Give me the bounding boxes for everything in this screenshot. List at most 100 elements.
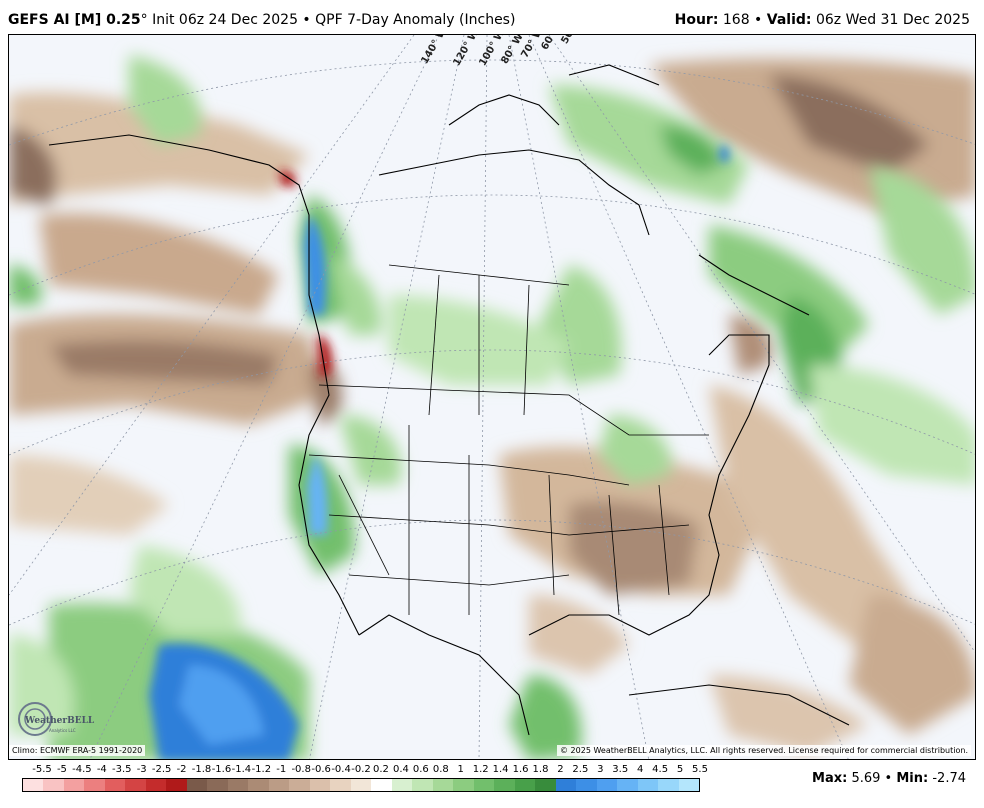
- map-title: GEFS AI [M] 0.25° Init 06z 24 Dec 2025 •…: [8, 12, 515, 28]
- colorbar-tick-label: 1.4: [492, 764, 509, 775]
- colorbar-cell: [84, 779, 105, 791]
- colorbar-tick-label: -1.4: [231, 764, 252, 775]
- colorbar-tick-label: -2: [176, 764, 187, 775]
- colorbar-tick-label: -5: [56, 764, 67, 775]
- colorbar-tick-label: 2.5: [572, 764, 589, 775]
- colorbar-tick-label: 5: [676, 764, 684, 775]
- colorbar-cell: [289, 779, 310, 791]
- product-name: QPF 7-Day Anomaly (Inches): [315, 12, 516, 28]
- colorbar-tick-label: -3: [136, 764, 147, 775]
- colorbar-cell: [268, 779, 290, 791]
- colorbar-cell: [186, 779, 208, 791]
- colorbar-tick-label: 0.2: [373, 764, 389, 775]
- colorbar-cell: [473, 779, 495, 791]
- colorbar-cell: [145, 779, 167, 791]
- colorbar-cell: [678, 779, 699, 791]
- colorbar-cell: [535, 779, 556, 791]
- colorbar-cell: [391, 779, 413, 791]
- colorbar-cell: [658, 779, 679, 791]
- colorbar-cell: [166, 779, 187, 791]
- graticule: [9, 35, 975, 759]
- colorbar-tick-label: 0.4: [392, 764, 409, 775]
- copyright-note: © 2025 WeatherBELL Analytics, LLC. All r…: [557, 745, 971, 756]
- map-header: GEFS AI [M] 0.25° Init 06z 24 Dec 2025 •…: [0, 0, 984, 34]
- colorbar-tick-label: -0.2: [351, 764, 371, 775]
- colorbar-tick-label: -4: [96, 764, 107, 775]
- model-name: GEFS AI [M] 0.25: [8, 12, 141, 28]
- hour-value: 168: [718, 12, 750, 28]
- max-label: Max:: [812, 771, 848, 786]
- colorbar-cell: [309, 779, 331, 791]
- colorbar-tick-label: 1.2: [472, 764, 489, 775]
- colorbar-cell: [514, 779, 536, 791]
- colorbar-tick-label: -4.5: [72, 764, 92, 775]
- colorbar-cell: [23, 779, 44, 791]
- colorbar-tick-label: 2: [557, 764, 564, 775]
- colorbar-tick-label: -1.8: [191, 764, 212, 775]
- colorbar-cell: [125, 779, 146, 791]
- valid-time-info: Hour: 168 • Valid: 06z Wed 31 Dec 2025: [675, 12, 970, 28]
- colorbar-tick-label: -0.8: [291, 764, 311, 775]
- colorbar-cell: [453, 779, 474, 791]
- colorbar-labels: -5.5 -5 -4.5 -4 -3.5 -3 -2.5 -2 -1.8 -1.6 -1.4 -1.2…: [22, 764, 708, 778]
- weatherbell-logo: WeatherBELL Analytics LLC: [15, 699, 95, 739]
- max-min-readout: Max: 5.69 • Min: -2.74: [812, 771, 966, 786]
- colorbar-tick-label: 5.5: [692, 764, 708, 775]
- hour-label: Hour:: [674, 12, 719, 28]
- weatherbell-logo-image: WeatherBELL Analytics LLC: [18, 702, 95, 736]
- colorbar-tick-label: -1.2: [251, 764, 272, 775]
- svg-text:Analytics LLC: Analytics LLC: [49, 728, 76, 733]
- colorbar-cell: [637, 779, 659, 791]
- colorbar-tick-label: -0.4: [331, 764, 351, 775]
- valid-label: Valid:: [766, 12, 812, 28]
- colorbar-tick-label: 4: [636, 764, 644, 775]
- max-min-separator: •: [880, 771, 897, 786]
- colorbar-tick-label: -1.6: [211, 764, 232, 775]
- colorbar-tick-label: 0.6: [412, 764, 429, 775]
- colorbar: [22, 778, 700, 792]
- colorbar-cell: [555, 779, 577, 791]
- colorbar-cell: [432, 779, 454, 791]
- colorbar-cell: [248, 779, 269, 791]
- colorbar-tick-label: 3.5: [612, 764, 629, 775]
- colorbar-tick-label: -1: [276, 764, 287, 775]
- degree-symbol: °: [140, 12, 148, 28]
- valid-separator: •: [749, 12, 767, 28]
- colorbar-tick-label: -2.5: [151, 764, 172, 775]
- valid-value: 06z Wed 31 Dec 2025: [811, 12, 970, 28]
- colorbar-tick-label: 1.8: [532, 764, 549, 775]
- min-value: -2.74: [928, 771, 966, 786]
- colorbar-legend: -5.5 -5 -4.5 -4 -3.5 -3 -2.5 -2 -1.8 -1.6 -1.4 -1.2…: [0, 760, 984, 808]
- colorbar-cell: [63, 779, 85, 791]
- colorbar-cell: [596, 779, 618, 791]
- svg-text:WeatherBELL: WeatherBELL: [24, 716, 95, 726]
- colorbar-cell: [330, 779, 351, 791]
- colorbar-tick-label: 3: [597, 764, 604, 775]
- map-panel: 140° W 120° W 100° W 80° W 70° W 60° W 5…: [8, 34, 976, 760]
- colorbar-cell: [412, 779, 433, 791]
- anomaly-map: [9, 35, 975, 759]
- coastlines: [48, 64, 850, 736]
- political-borders: [308, 264, 709, 616]
- init-time: Init 06z 24 Dec 2025: [147, 12, 298, 28]
- max-value: 5.69: [847, 771, 881, 786]
- colorbar-tick-label: 1: [457, 764, 464, 775]
- min-label: Min:: [896, 771, 929, 786]
- colorbar-tick-label: -0.6: [311, 764, 331, 775]
- colorbar-tick-label: -5.5: [32, 764, 52, 775]
- colorbar-cell: [43, 779, 64, 791]
- climo-note: Climo: ECMWF ERA-5 1991-2020: [9, 745, 146, 756]
- colorbar-cell: [350, 779, 372, 791]
- colorbar-tick-label: 4.5: [652, 764, 669, 775]
- colorbar-cell: [104, 779, 126, 791]
- colorbar-tick-label: 0.8: [432, 764, 449, 775]
- colorbar-tick-label: -3.5: [111, 764, 132, 775]
- title-separator: •: [297, 12, 316, 28]
- colorbar-tick-label: 1.6: [512, 764, 529, 775]
- colorbar-cell: [207, 779, 228, 791]
- colorbar-cell: [371, 779, 392, 791]
- colorbar-cell: [576, 779, 597, 791]
- colorbar-cell: [617, 779, 638, 791]
- colorbar-cell: [227, 779, 249, 791]
- colorbar-cell: [494, 779, 515, 791]
